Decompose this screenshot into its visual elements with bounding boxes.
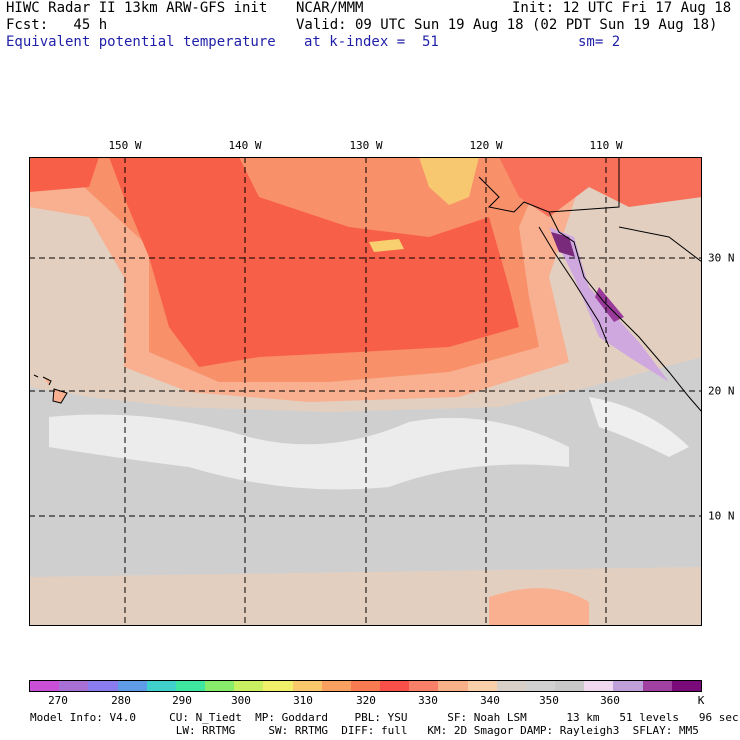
colorbar-label-290: 290 [172, 694, 192, 707]
colorbar-swatch [467, 681, 497, 691]
colorbar-swatch [59, 681, 89, 691]
lon-label-130w: 130 W [349, 139, 383, 152]
colorbar-swatch [175, 681, 206, 691]
purple-core-2 [595, 287, 624, 322]
lon-label-120w: 120 W [469, 139, 503, 152]
colorbar-swatch [234, 681, 264, 691]
theta-e-map [29, 157, 702, 626]
red-core [109, 157, 519, 367]
salmon-south [489, 588, 589, 626]
lat-label-30n: 30 N [708, 251, 735, 265]
colorbar-swatch [584, 681, 614, 691]
red-northeast [499, 157, 702, 217]
map-frame [29, 157, 702, 626]
smoothing-info: sm= 2 [578, 34, 621, 50]
header-org: NCAR/MMM [296, 0, 364, 16]
lat-label-20n: 20 N [708, 384, 735, 398]
grid-lines [29, 157, 702, 626]
colorbar-swatch [613, 681, 643, 691]
header-valid: Valid: 09 UTC Sun 19 Aug 18 (02 PDT Sun … [296, 17, 718, 33]
colorbar-swatch [205, 681, 235, 691]
colorbar-label-350: 350 [539, 694, 559, 707]
colorbar-label-320: 320 [356, 694, 376, 707]
colorbar-swatch [438, 681, 468, 691]
coastline [478, 176, 702, 413]
colorbar-swatch [350, 681, 381, 691]
colorbar-label-330: 330 [418, 694, 438, 707]
lon-label-110w: 110 W [589, 139, 623, 152]
colorbar-swatch [292, 681, 322, 691]
colorbar-swatch [146, 681, 176, 691]
level-info: at k-index = 51 [304, 34, 439, 50]
colorbar-swatch [671, 681, 701, 691]
colorbar-label-310: 310 [293, 694, 313, 707]
footer-line-1: Model Info: V4.0 CU: N_Tiedt MP: Goddard… [30, 711, 739, 724]
colorbar-label-300: 300 [231, 694, 251, 707]
colorbar [29, 680, 702, 692]
colorbar-swatch [30, 681, 60, 691]
lon-label-150w: 150 W [108, 139, 142, 152]
purple-baja [549, 227, 669, 382]
field-name: Equivalent potential temperature [6, 34, 276, 50]
colorbar-swatch [380, 681, 410, 691]
yellow-patch [419, 157, 479, 205]
colorbar-swatch [555, 681, 585, 691]
lat-label-10n: 10 N [708, 509, 735, 523]
state-border [548, 157, 702, 263]
colorbar-label-340: 340 [480, 694, 500, 707]
red-northwest [29, 157, 99, 192]
colorbar-swatch [409, 681, 439, 691]
white-pool-1 [49, 414, 569, 490]
colorbar-swatch [88, 681, 118, 691]
header-fcst: Fcst: 45 h [6, 17, 108, 33]
header-title: HIWC Radar II 13km ARW-GFS init [6, 0, 268, 16]
colorbar-label-360: 360 [600, 694, 620, 707]
colorbar-unit: K [697, 694, 705, 707]
lon-label-140w: 140 W [228, 139, 262, 152]
header-init: Init: 12 UTC Fri 17 Aug 18 [512, 0, 732, 16]
colorbar-swatch [263, 681, 293, 691]
colorbar-label-280: 280 [111, 694, 131, 707]
footer-line-2: LW: RRTMG SW: RRTMG DIFF: full KM: 2D Sm… [30, 724, 699, 737]
colorbar-swatch [117, 681, 147, 691]
colorbar-swatch [642, 681, 672, 691]
colorbar-swatch [321, 681, 351, 691]
colorbar-swatch [525, 681, 556, 691]
white-pool-2 [589, 397, 689, 457]
colorbar-swatch [496, 681, 526, 691]
hawaii-islands [33, 374, 68, 404]
colorbar-label-270: 270 [48, 694, 68, 707]
baja-coast [538, 226, 610, 348]
yellow-patch-small [369, 239, 404, 252]
